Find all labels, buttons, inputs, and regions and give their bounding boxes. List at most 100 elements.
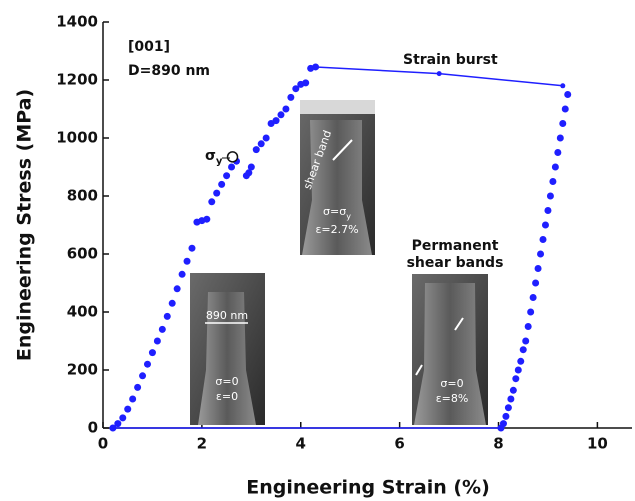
x-axis-label: Engineering Strain (%): [246, 477, 490, 499]
data-point: [532, 279, 540, 287]
subscript: y: [346, 212, 351, 221]
data-point: [507, 395, 515, 403]
y-tick-label: 800: [67, 187, 98, 205]
annotation: D=890 nm: [128, 63, 210, 79]
data-point: [514, 366, 522, 374]
data-point: [163, 312, 171, 320]
plot-area: 0 200 400 600 800 1000 1200 1400 0 2 4 6 8 10: [56, 13, 632, 453]
data-point: [129, 395, 137, 403]
data-point: [554, 149, 562, 156]
data-point: [213, 189, 221, 197]
data-point: [436, 71, 442, 77]
data-point: [534, 265, 542, 272]
data-point: [544, 207, 552, 214]
data-point: [549, 178, 557, 185]
data-point: [559, 120, 567, 127]
x-tick-label: 2: [197, 435, 207, 453]
data-point: [509, 386, 517, 394]
annotation: shear bands: [407, 255, 504, 271]
data-point: [148, 349, 156, 357]
data-point: [313, 64, 319, 70]
data-point: [178, 270, 186, 278]
y-tick-label: 400: [67, 303, 98, 321]
data-point: [519, 346, 527, 354]
data-point: [153, 337, 161, 345]
inset-image: 890 nm σ=0 ε=0: [190, 273, 265, 425]
data-point: [257, 140, 265, 148]
data-point: [143, 360, 151, 368]
data-point: [245, 169, 253, 177]
data-point: [208, 198, 216, 206]
y-tick-label: 1000: [56, 129, 98, 147]
data-point: [502, 412, 510, 420]
data-point: [173, 285, 181, 293]
data-point: [541, 221, 549, 229]
data-point: [564, 91, 572, 98]
y-tick-label: 200: [67, 361, 98, 379]
inset-label: σ=0: [215, 375, 238, 388]
data-point: [560, 83, 566, 89]
symbol: σ: [205, 148, 216, 164]
inset-image: shear band σ=σy ε=2.7%: [300, 100, 375, 255]
inset-label: σ=0: [440, 377, 463, 390]
data-point: [302, 79, 310, 87]
data-point: [247, 163, 255, 171]
inset-label: ε=0: [216, 390, 238, 403]
y-axis-label: Engineering Stress (MPa): [14, 89, 36, 361]
data-point: [551, 163, 559, 171]
y-tick-label: 1400: [56, 13, 98, 31]
data-point: [529, 294, 537, 301]
data-point: [277, 111, 285, 119]
data-point: [119, 414, 127, 422]
inset-label: 890 nm: [206, 309, 248, 322]
data-point: [114, 420, 122, 428]
data-point: [292, 85, 300, 93]
x-tick-label: 6: [394, 435, 404, 453]
data-point: [517, 357, 525, 365]
inset-label: ε=8%: [436, 392, 469, 405]
x-tick-label: 4: [296, 435, 306, 453]
x-tick-label: 10: [587, 435, 608, 453]
data-point: [223, 172, 231, 180]
data-point: [218, 180, 226, 188]
y-tick-label: 1200: [56, 71, 98, 89]
data-point: [539, 236, 547, 243]
data-point: [287, 93, 295, 101]
data-point: [228, 163, 236, 171]
data-point: [556, 134, 564, 142]
y-tick-label: 600: [67, 245, 98, 263]
data-point: [139, 372, 147, 380]
data-point: [124, 405, 132, 413]
data-point: [168, 299, 176, 307]
x-tick-label: 8: [493, 435, 503, 453]
inset-label: σ=σy: [323, 205, 351, 221]
data-point: [252, 146, 260, 154]
y-tick-label: 0: [88, 419, 98, 437]
data-point: [524, 323, 532, 330]
inset-label: ε=2.7%: [315, 223, 358, 236]
data-point: [203, 215, 211, 223]
data-point: [188, 244, 196, 252]
data-point: [134, 383, 142, 391]
yield-marker: [226, 151, 239, 163]
data-point: [512, 375, 520, 383]
data-point: [282, 105, 290, 113]
data-point: [272, 117, 280, 125]
subscript: y: [216, 156, 223, 167]
inset-label: σ=σ: [323, 205, 346, 218]
inset-image: σ=0 ε=8%: [412, 274, 488, 425]
data-point: [183, 257, 191, 265]
annotation: [001]: [128, 39, 170, 55]
data-point: [546, 192, 554, 200]
data-point: [522, 337, 530, 345]
annotation: Permanent: [412, 238, 499, 254]
data-point: [158, 325, 166, 333]
x-tick-label: 0: [98, 435, 108, 453]
data-point: [262, 134, 270, 142]
data-point: [537, 250, 545, 258]
annotation: σy: [205, 148, 223, 167]
data-point: [561, 105, 569, 113]
series-line: [315, 66, 563, 87]
data-point: [504, 404, 512, 412]
